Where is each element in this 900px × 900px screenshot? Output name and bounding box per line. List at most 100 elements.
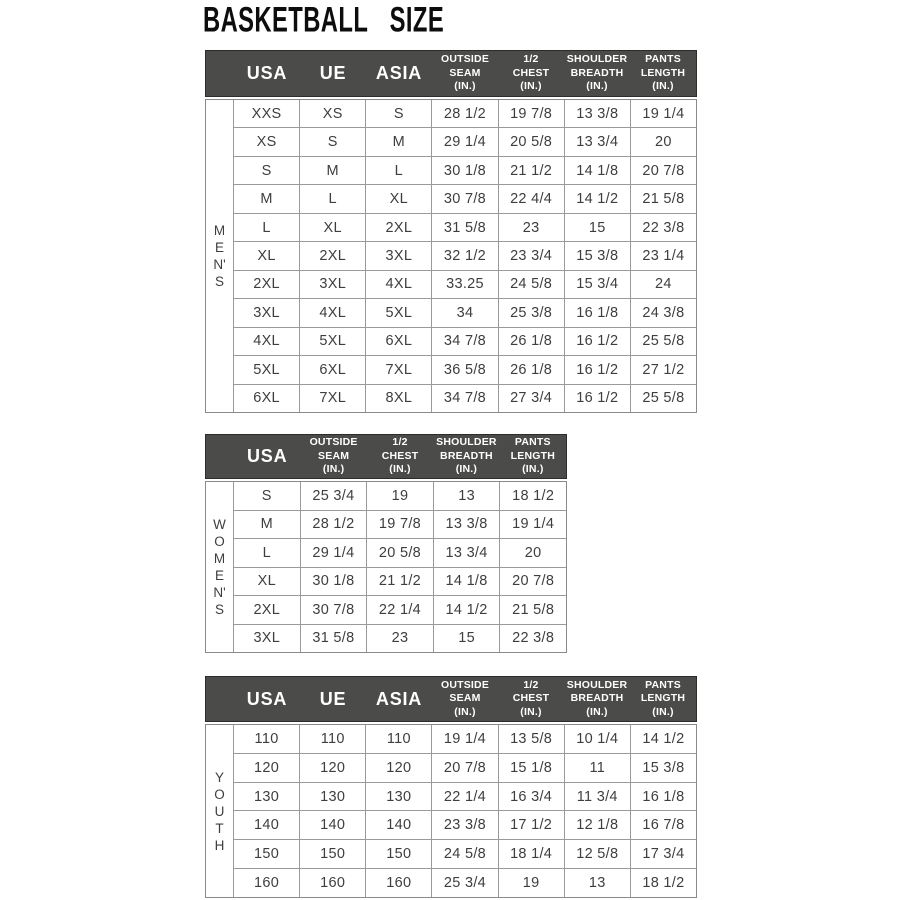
column-header: USA bbox=[246, 688, 288, 709]
column-header: PANTS LENGTH (IN.) bbox=[510, 436, 556, 476]
table-cell: 34 7/8 bbox=[431, 327, 497, 356]
table-cell: 30 1/8 bbox=[431, 156, 497, 185]
table-cell: 140 bbox=[254, 817, 280, 834]
table-cell: 2XL bbox=[299, 242, 365, 270]
table-cell: 130 bbox=[254, 788, 280, 805]
womens-table-rows: S 25 3/4 19 13 18 1/2 M 28 1/2 19 7/8 13 3/8 19 1… bbox=[234, 482, 566, 652]
column-header: SHOULDER BREADTH (IN.) bbox=[436, 436, 497, 476]
table-cell: 19 1/4 bbox=[499, 510, 566, 538]
table-cell: 15 bbox=[432, 624, 500, 652]
table-cell: 13 3/4 bbox=[432, 539, 500, 567]
table-row: XL 30 1/8 21 1/2 14 1/8 20 7/8 bbox=[234, 566, 566, 595]
table-cell: 140 bbox=[299, 811, 365, 840]
column-header: OUTSIDE SEAM (IN.) bbox=[440, 678, 490, 718]
column-header: PANTS LENGTH (IN.) bbox=[640, 53, 686, 93]
table-cell: 110 bbox=[299, 725, 365, 753]
table-cell: XS bbox=[256, 134, 277, 151]
table-cell: 13 3/4 bbox=[563, 128, 630, 156]
table-cell: 24 5/8 bbox=[431, 840, 497, 869]
table-cell: 150 bbox=[365, 840, 431, 869]
table-cell: L bbox=[262, 544, 271, 561]
table-cell: 26 1/8 bbox=[497, 356, 564, 384]
column-header: UE bbox=[319, 63, 347, 83]
column-header: PANTS LENGTH (IN.) bbox=[640, 678, 686, 718]
table-cell: XL bbox=[299, 213, 365, 242]
table-cell: 20 5/8 bbox=[366, 539, 433, 567]
table-cell: 16 1/8 bbox=[563, 299, 630, 327]
table-cell: 25 3/4 bbox=[431, 869, 497, 897]
table-cell: 25 5/8 bbox=[629, 327, 696, 356]
table-cell: 23 bbox=[497, 213, 564, 242]
table-cell: 16 1/8 bbox=[629, 782, 696, 811]
table-cell: 22 4/4 bbox=[497, 185, 564, 213]
table-cell: 19 bbox=[366, 482, 433, 510]
table-cell: 24 5/8 bbox=[497, 270, 564, 299]
table-cell: 32 1/2 bbox=[431, 242, 497, 270]
table-cell: 31 5/8 bbox=[431, 213, 497, 242]
table-cell: M bbox=[260, 191, 273, 208]
table-row: L 29 1/4 20 5/8 13 3/4 20 bbox=[234, 538, 566, 567]
table-cell: 20 7/8 bbox=[431, 753, 497, 782]
table-cell: 21 5/8 bbox=[499, 596, 566, 624]
table-cell: 30 1/8 bbox=[299, 567, 367, 595]
table-cell: 22 1/4 bbox=[431, 782, 497, 811]
table-cell: 23 3/4 bbox=[497, 242, 564, 270]
table-row: 130 130 130 22 1/4 16 3/4 11 3/4 16 1/8 bbox=[234, 781, 696, 811]
table-cell: XL bbox=[257, 247, 276, 264]
column-header: OUTSIDE SEAM (IN.) bbox=[309, 436, 358, 476]
table-cell: 13 3/8 bbox=[432, 510, 500, 538]
table-cell: 16 1/2 bbox=[563, 356, 630, 384]
table-cell: 4XL bbox=[365, 270, 431, 299]
column-header: 1/2 CHEST (IN.) bbox=[512, 53, 550, 93]
table-cell: S bbox=[261, 487, 272, 504]
header-corner-spacer bbox=[206, 677, 234, 721]
table-cell: S bbox=[365, 100, 431, 128]
table-row: S 25 3/4 19 13 18 1/2 bbox=[234, 482, 566, 510]
table-cell: 16 7/8 bbox=[629, 811, 696, 840]
table-cell: 2XL bbox=[253, 276, 280, 293]
table-cell: 26 1/8 bbox=[497, 327, 564, 356]
womens-table-body: W O M E N' S S 25 3/4 19 13 18 1/2 M 28 1/2 19 … bbox=[205, 481, 567, 653]
table-cell: 17 1/2 bbox=[497, 811, 564, 840]
table-cell: 120 bbox=[254, 759, 280, 776]
table-row: S M L 30 1/8 21 1/2 14 1/8 20 7/8 bbox=[234, 155, 696, 185]
table-cell: 5XL bbox=[253, 361, 280, 378]
table-cell: 130 bbox=[299, 782, 365, 811]
mens-table-header: USA UE ASIA OUTSIDE SEAM (IN.) 1/2 CHEST (IN… bbox=[205, 50, 697, 97]
table-row: XS S M 29 1/4 20 5/8 13 3/4 20 bbox=[234, 127, 696, 156]
table-cell: 15 3/4 bbox=[563, 270, 630, 299]
table-cell: 110 bbox=[254, 730, 279, 747]
table-row: 6XL 7XL 8XL 34 7/8 27 3/4 16 1/2 25 5/8 bbox=[234, 383, 696, 412]
table-cell: XL bbox=[365, 185, 431, 213]
table-cell: 19 7/8 bbox=[366, 510, 433, 538]
table-row: 4XL 5XL 6XL 34 7/8 26 1/8 16 1/2 25 5/8 bbox=[234, 326, 696, 356]
table-row: 150 150 150 24 5/8 18 1/4 12 5/8 17 3/4 bbox=[234, 839, 696, 869]
table-cell: 25 3/4 bbox=[299, 482, 367, 510]
table-cell: 30 7/8 bbox=[299, 596, 367, 624]
table-row: M L XL 30 7/8 22 4/4 14 1/2 21 5/8 bbox=[234, 184, 696, 213]
table-cell: 33.25 bbox=[431, 270, 497, 299]
table-row: 140 140 140 23 3/8 17 1/2 12 1/8 16 7/8 bbox=[234, 810, 696, 840]
table-cell: 14 1/2 bbox=[563, 185, 630, 213]
table-cell: 20 7/8 bbox=[629, 156, 696, 185]
table-cell: 2XL bbox=[365, 213, 431, 242]
table-row: 2XL 30 7/8 22 1/4 14 1/2 21 5/8 bbox=[234, 595, 566, 624]
table-row: XXS XS S 28 1/2 19 7/8 13 3/8 19 1/4 bbox=[234, 100, 696, 128]
table-row: 3XL 4XL 5XL 34 25 3/8 16 1/8 24 3/8 bbox=[234, 298, 696, 327]
column-header: ASIA bbox=[375, 63, 423, 83]
mens-column-headers: USA UE ASIA OUTSIDE SEAM (IN.) 1/2 CHEST (IN… bbox=[234, 51, 696, 96]
table-cell: 11 3/4 bbox=[563, 782, 630, 811]
table-cell: 11 bbox=[563, 753, 630, 782]
table-cell: 150 bbox=[254, 846, 280, 863]
table-row: 160 160 160 25 3/4 19 13 18 1/2 bbox=[234, 868, 696, 897]
table-cell: 15 3/8 bbox=[629, 753, 696, 782]
table-cell: 6XL bbox=[253, 390, 280, 407]
table-cell: 18 1/2 bbox=[629, 869, 696, 897]
table-cell: 120 bbox=[365, 753, 431, 782]
youth-size-table: USA UE ASIA OUTSIDE SEAM (IN.) 1/2 CHEST (IN… bbox=[205, 676, 697, 898]
table-cell: 20 5/8 bbox=[497, 128, 564, 156]
table-cell: 25 3/8 bbox=[497, 299, 564, 327]
table-cell: 6XL bbox=[299, 356, 365, 384]
table-cell: 27 3/4 bbox=[497, 384, 564, 412]
table-cell: S bbox=[261, 162, 272, 179]
